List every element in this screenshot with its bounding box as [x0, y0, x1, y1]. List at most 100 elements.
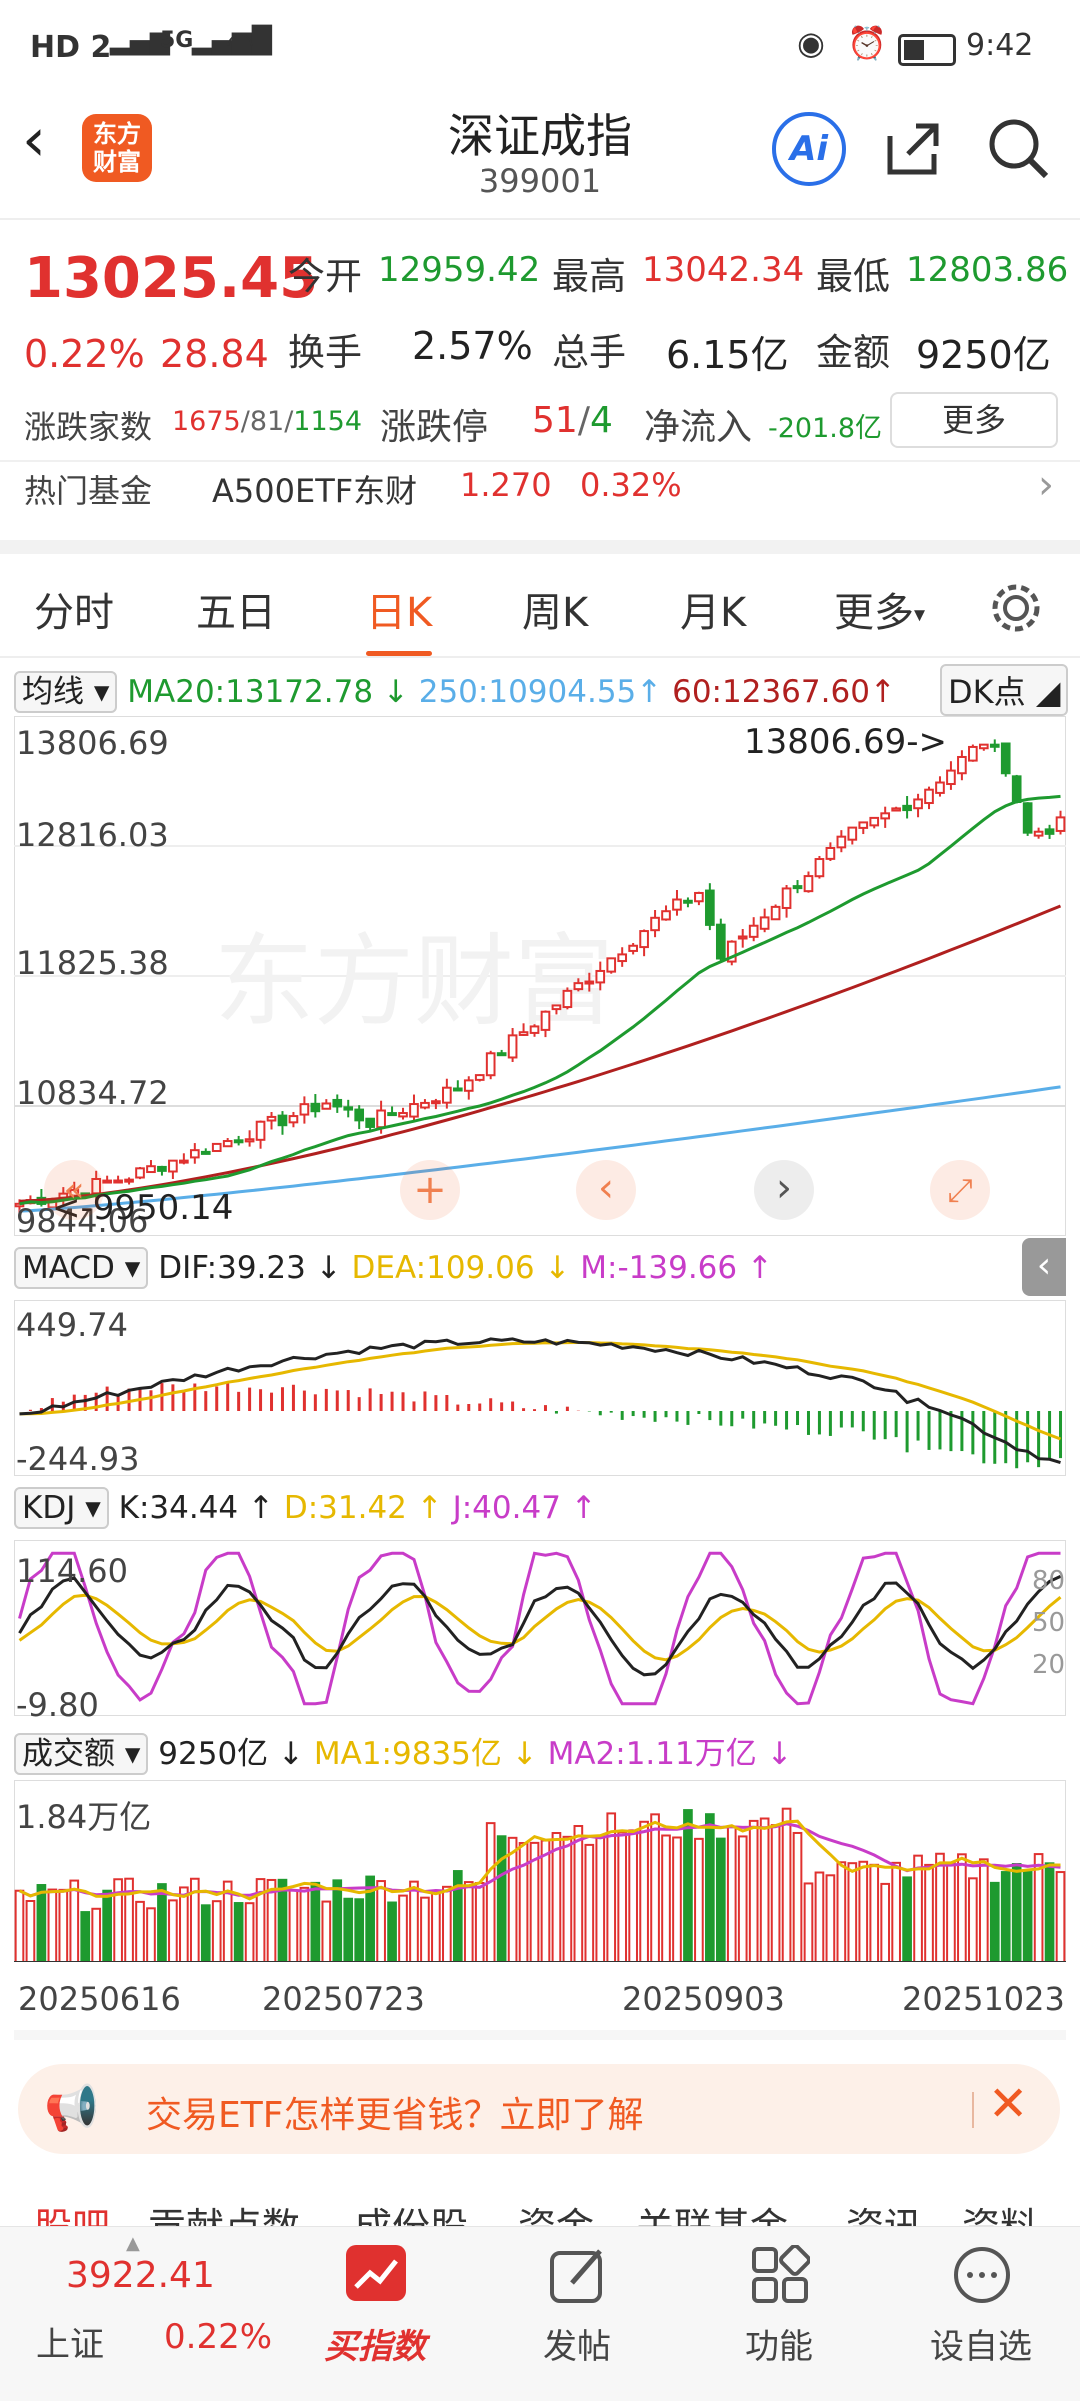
collapse-panel-icon[interactable]: ‹: [1022, 1238, 1066, 1296]
volume-bar: [715, 1837, 726, 1962]
zoom-in-icon[interactable]: +: [400, 1160, 460, 1220]
volume-y-top: 1.84万亿: [16, 1798, 152, 1836]
candle-body: [770, 905, 781, 921]
tab-contribution[interactable]: 贡献点数: [148, 2196, 300, 2226]
promo-banner[interactable]: 📢 交易ETF怎样更省钱？立即了解 ✕: [18, 2064, 1060, 2154]
kdj-level-50: 50: [1032, 1608, 1066, 1638]
volume-bar: [584, 1843, 595, 1962]
ai-assistant-button[interactable]: Ai: [772, 112, 846, 186]
back-icon[interactable]: ‹: [22, 105, 46, 175]
tab-constituents[interactable]: 成份股: [354, 2196, 468, 2226]
hot-fund-name[interactable]: A500ETF东财: [212, 472, 418, 510]
more-button[interactable]: 更多: [890, 392, 1058, 448]
candle-body: [595, 969, 606, 984]
volume-bar: [277, 1878, 288, 1962]
tab-guba[interactable]: 股吧: [34, 2196, 110, 2226]
turnover-label: 换手: [288, 331, 362, 374]
share-icon[interactable]: [882, 116, 946, 180]
index-ticker[interactable]: ▲ 3922.41 上证 0.22%: [0, 2227, 280, 2401]
high-value: 13042.34: [642, 250, 805, 290]
candle-body: [1000, 742, 1011, 775]
candle-body: [913, 798, 923, 810]
tab-related-funds[interactable]: 关联基金: [636, 2196, 788, 2226]
battery-icon: [898, 34, 956, 66]
nav-buy-index[interactable]: 买指数: [300, 2241, 450, 2391]
search-icon[interactable]: [984, 114, 1052, 182]
candle-body: [825, 846, 836, 860]
volume-bar: [1044, 1862, 1055, 1962]
signal-icon: ▂▄▆: [110, 26, 170, 56]
candle-body: [529, 1025, 540, 1034]
chevron-right-icon[interactable]: ›: [1038, 462, 1054, 508]
volume-bar: [617, 1831, 628, 1962]
volume-bar: [387, 1901, 397, 1962]
tab-daily-k[interactable]: 日K: [366, 580, 433, 656]
tab-more[interactable]: 更多▾: [834, 580, 925, 638]
candle-body: [584, 980, 595, 985]
nav-functions-label: 功能: [745, 2327, 813, 2367]
candle-body: [989, 743, 1000, 748]
volume-bar: [792, 1831, 803, 1962]
volume-bar: [978, 1858, 989, 1962]
y-label-3: 11825.38: [16, 944, 169, 982]
volume-bar: [431, 1890, 441, 1962]
date-label-3: 20250903: [622, 1980, 785, 2018]
low-value: 12803.86: [906, 250, 1069, 290]
candle-body: [507, 1034, 518, 1059]
macd-dropdown[interactable]: MACD ▾: [14, 1247, 149, 1289]
volume-bar: [683, 1809, 693, 1962]
macd-chart[interactable]: [14, 1300, 1066, 1476]
candle-body: [474, 1074, 485, 1081]
volume-bar: [266, 1878, 277, 1962]
volume-bar: [957, 1853, 967, 1962]
nav-post[interactable]: 发帖: [502, 2241, 652, 2391]
tab-news[interactable]: 资讯: [846, 2196, 922, 2226]
candle-body: [639, 930, 649, 949]
nav-functions[interactable]: 功能: [704, 2241, 854, 2391]
tab-weekly-k[interactable]: 周K: [522, 590, 589, 636]
volume-value: 6.15亿: [666, 333, 789, 377]
candle-body: [1022, 802, 1033, 834]
volume-bar: [200, 1904, 211, 1962]
status-bar: HD 2 ▂▄▆ 5G ▂▄▆█ ◠ ◉ ⏰ 9:42: [0, 0, 1080, 96]
volume-bar: [562, 1835, 573, 1962]
tab-funds-flow[interactable]: 资金: [518, 2196, 594, 2226]
volume-bar: [124, 1877, 134, 1962]
close-icon[interactable]: ✕: [988, 2076, 1029, 2132]
change-value: 28.84: [160, 332, 269, 376]
volume-bar: [496, 1835, 507, 1962]
candle-body: [573, 982, 584, 991]
kdj-chart[interactable]: [14, 1540, 1066, 1716]
ma-dropdown[interactable]: 均线 ▾: [14, 671, 118, 713]
candle-body: [891, 807, 901, 812]
next-icon[interactable]: ›: [754, 1160, 814, 1220]
prev-icon[interactable]: ‹: [576, 1160, 636, 1220]
tab-monthly-k[interactable]: 月K: [680, 590, 747, 636]
nav-add-watchlist[interactable]: 设自选: [906, 2241, 1056, 2391]
volume-chart[interactable]: [14, 1780, 1066, 1962]
double-left-icon[interactable]: «: [44, 1160, 104, 1220]
volume-bar: [113, 1878, 123, 1962]
kdj-dropdown[interactable]: KDJ ▾: [14, 1487, 109, 1529]
kline-chart[interactable]: 东方财富: [14, 716, 1066, 1236]
limit-down: 4: [589, 400, 613, 441]
volume-dropdown[interactable]: 成交额 ▾: [14, 1733, 149, 1775]
j-line: [18, 1551, 1061, 1706]
macd-histogram: [28, 1383, 1063, 1469]
candle-body: [715, 923, 726, 960]
breadth-flat: 81: [249, 406, 285, 437]
candle-body: [694, 891, 704, 903]
candle-body: [683, 899, 693, 904]
dk-points-button[interactable]: DK点 ◢: [940, 664, 1069, 716]
settings-gear-icon[interactable]: [988, 580, 1044, 636]
app-logo[interactable]: 东方财富: [82, 114, 152, 182]
open-value: 12959.42: [378, 250, 541, 290]
expand-icon[interactable]: ⤢: [930, 1160, 990, 1220]
edit-icon: [550, 2249, 602, 2303]
candle-body: [672, 898, 682, 911]
tab-five-day[interactable]: 五日: [196, 590, 276, 636]
tab-profile[interactable]: 资料: [962, 2196, 1038, 2226]
breadth-up: 1675: [172, 406, 241, 437]
tab-intraday[interactable]: 分时: [34, 590, 114, 636]
candle-body: [277, 1114, 288, 1127]
